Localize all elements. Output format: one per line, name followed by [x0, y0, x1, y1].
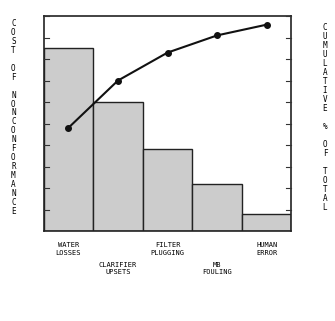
- Bar: [93, 102, 143, 231]
- Text: O: O: [11, 100, 16, 108]
- Text: V: V: [323, 95, 327, 104]
- Text: FILTER
PLUGGING: FILTER PLUGGING: [150, 242, 185, 256]
- Text: A: A: [323, 194, 327, 203]
- Text: A: A: [323, 68, 327, 77]
- Text: O: O: [11, 64, 16, 73]
- Bar: [143, 149, 192, 231]
- Text: MB
FOULING: MB FOULING: [202, 262, 232, 275]
- Text: E: E: [11, 207, 16, 216]
- Text: T: T: [323, 77, 327, 86]
- Text: A: A: [11, 180, 16, 189]
- Text: T: T: [323, 167, 327, 176]
- Text: HUMAN
ERROR: HUMAN ERROR: [256, 242, 277, 256]
- Text: N: N: [11, 91, 16, 100]
- Text: O: O: [323, 140, 327, 149]
- Text: U: U: [323, 50, 327, 59]
- Text: T: T: [11, 46, 16, 55]
- Text: L: L: [323, 203, 327, 212]
- Text: E: E: [323, 104, 327, 113]
- Text: F: F: [323, 149, 327, 158]
- Text: I: I: [323, 86, 327, 95]
- Text: S: S: [11, 37, 16, 46]
- Text: M: M: [11, 171, 16, 180]
- Text: N: N: [11, 189, 16, 198]
- Text: C: C: [323, 23, 327, 32]
- Text: O: O: [11, 28, 16, 37]
- Text: CLARIFIER
UPSETS: CLARIFIER UPSETS: [99, 262, 137, 275]
- Text: N: N: [11, 108, 16, 117]
- Bar: [192, 184, 242, 231]
- Text: C: C: [11, 117, 16, 126]
- Text: U: U: [323, 32, 327, 41]
- Text: O: O: [11, 126, 16, 135]
- Text: O: O: [323, 176, 327, 185]
- Text: WATER
LOSSES: WATER LOSSES: [56, 242, 81, 256]
- Text: O: O: [11, 153, 16, 162]
- Text: N: N: [11, 135, 16, 144]
- Text: F: F: [11, 73, 16, 82]
- Text: F: F: [11, 144, 16, 153]
- Bar: [242, 214, 291, 231]
- Text: R: R: [11, 162, 16, 171]
- Text: %: %: [323, 122, 327, 131]
- Text: M: M: [323, 41, 327, 50]
- Text: L: L: [323, 59, 327, 68]
- Text: C: C: [11, 198, 16, 207]
- Text: C: C: [11, 19, 16, 28]
- Bar: [44, 48, 93, 231]
- Text: T: T: [323, 185, 327, 194]
